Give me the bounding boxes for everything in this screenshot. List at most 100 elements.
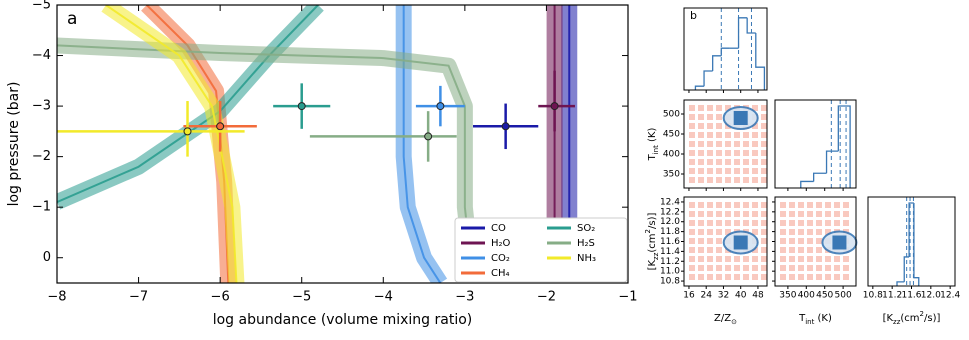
density-cell	[689, 114, 695, 120]
density-cell	[825, 211, 831, 217]
density-cell	[761, 265, 767, 271]
density-cell	[789, 238, 795, 244]
y-tick-label: 350	[663, 170, 680, 180]
density-cell	[698, 202, 704, 208]
label-part: 2	[920, 310, 924, 318]
density-cell	[825, 229, 831, 235]
density-cell	[789, 229, 795, 235]
density-cell	[689, 123, 695, 129]
x-tick-label: 500	[835, 291, 852, 301]
density-cell	[698, 256, 704, 262]
panel-label: b	[690, 9, 697, 22]
density-cell	[816, 256, 822, 262]
profile-line	[57, 44, 475, 283]
histogram-bin	[908, 202, 914, 257]
y-axis-label: Tint (K)	[647, 128, 660, 162]
density-cell	[816, 247, 822, 253]
density-cell	[707, 247, 713, 253]
density-cell	[698, 274, 704, 280]
density-cell	[743, 141, 749, 147]
histogram-bin	[694, 85, 705, 90]
histogram-bin	[746, 17, 756, 34]
density-cell	[707, 274, 713, 280]
label-part: (K)	[647, 128, 658, 146]
y-axis-label: log pressure (bar)	[6, 82, 22, 207]
density-cell	[825, 202, 831, 208]
best-fit-cell	[832, 235, 847, 250]
density-cell	[716, 114, 722, 120]
density-cell	[761, 114, 767, 120]
density-cell	[689, 132, 695, 138]
y-tick-label: 11.2	[660, 257, 680, 267]
density-cell	[752, 168, 758, 174]
y-tick-label: −1	[32, 200, 51, 215]
density-cell	[834, 202, 840, 208]
density-cell	[798, 229, 804, 235]
density-cell	[707, 168, 713, 174]
label-part: (cm	[647, 233, 658, 252]
density-cell	[761, 238, 767, 244]
density-cell	[698, 265, 704, 271]
x-tick-label: 400	[798, 291, 815, 301]
density-cell	[843, 220, 849, 226]
density-cell	[716, 238, 722, 244]
density-cell	[780, 274, 786, 280]
density-cell	[734, 256, 740, 262]
density-cell	[707, 150, 713, 156]
density-cell	[816, 274, 822, 280]
density-cell	[707, 123, 713, 129]
density-cell	[698, 123, 704, 129]
retrieved-point	[501, 122, 510, 131]
density-cell	[807, 256, 813, 262]
density-cell	[834, 220, 840, 226]
density-cell	[789, 256, 795, 262]
density-cell	[798, 202, 804, 208]
density-cell	[698, 168, 704, 174]
density-cell	[689, 177, 695, 183]
density-cell	[752, 229, 758, 235]
density-cell	[752, 211, 758, 217]
y-tick-label: 500	[663, 110, 680, 120]
legend-label: H₂S	[577, 238, 595, 249]
retrieved-point	[424, 132, 433, 141]
x-tick-label: 11.6	[901, 291, 921, 301]
density-cell	[825, 220, 831, 226]
density-cell	[780, 220, 786, 226]
density-cell	[716, 265, 722, 271]
x-tick-label: 12.0	[921, 291, 941, 301]
density-cell	[789, 265, 795, 271]
density-cell	[689, 150, 695, 156]
panel-frame	[774, 99, 857, 189]
profile-band	[395, 5, 448, 283]
retrieved-point	[550, 102, 559, 111]
density-cell	[752, 159, 758, 165]
x-tick-label: 40	[735, 291, 747, 301]
density-cell	[752, 105, 758, 111]
density-cell	[725, 105, 731, 111]
density-cell	[761, 256, 767, 262]
density-cell	[734, 274, 740, 280]
density-cell	[689, 256, 695, 262]
y-tick-label: 0	[43, 250, 51, 265]
density-cell	[798, 256, 804, 262]
density-cell	[843, 265, 849, 271]
density-cell	[761, 132, 767, 138]
x-axis-label: Z/Z⊙	[714, 313, 737, 326]
density-cell	[743, 177, 749, 183]
density-cell	[807, 265, 813, 271]
legend-box	[454, 217, 628, 283]
density-cell	[743, 265, 749, 271]
density-cell	[707, 105, 713, 111]
label-part: [K	[883, 313, 894, 324]
y-tick-label: 450	[663, 130, 680, 140]
panel-frame	[683, 99, 768, 189]
histogram-bin	[800, 180, 814, 188]
histogram-bin	[712, 55, 722, 71]
density-cell	[807, 220, 813, 226]
label-part: zz	[652, 252, 660, 260]
density-cell	[761, 247, 767, 253]
density-cell	[843, 274, 849, 280]
density-cell	[798, 211, 804, 217]
density-cell	[725, 229, 731, 235]
legend-label: NH₃	[577, 253, 596, 264]
